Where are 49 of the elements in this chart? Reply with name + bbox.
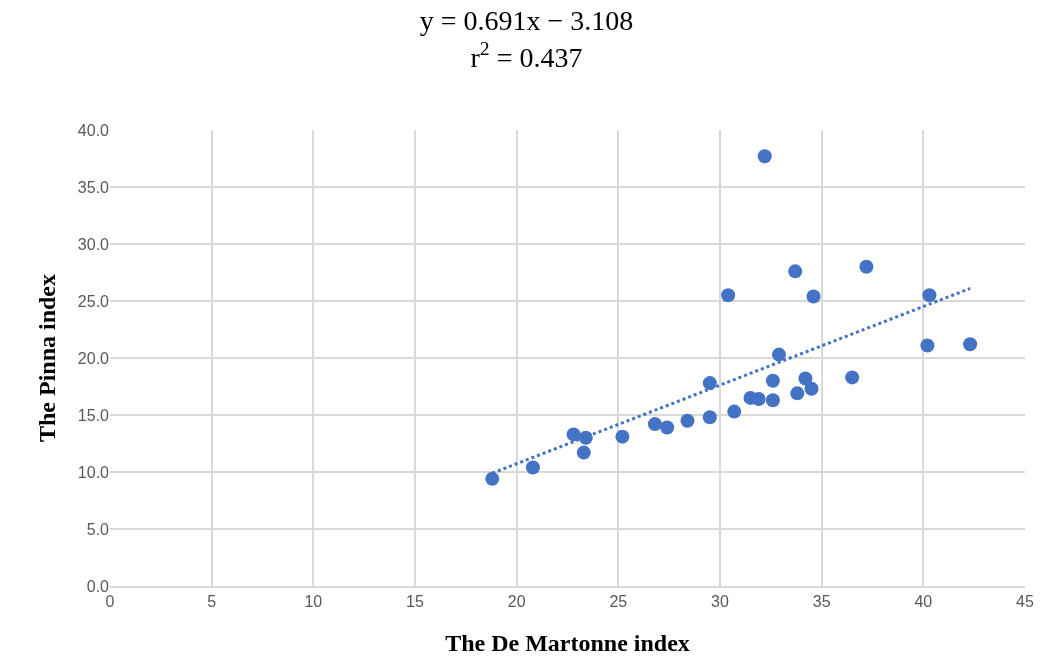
x-tick-label: 35	[812, 593, 831, 611]
x-tick-label: 45	[1016, 593, 1034, 611]
x-tick-label: 30	[711, 593, 729, 611]
point	[727, 404, 742, 419]
point	[525, 460, 540, 475]
point	[859, 259, 874, 274]
y-tick-label: 15.0	[77, 406, 110, 424]
point	[920, 338, 935, 353]
point	[790, 386, 805, 401]
point	[615, 429, 630, 444]
point	[721, 288, 736, 303]
x-tick-label: 5	[207, 593, 217, 611]
x-tick-label: 40	[914, 593, 933, 611]
point	[845, 370, 860, 385]
point	[788, 264, 803, 279]
chart-title: y = 0.691x − 3.108 r$^{2}$ = 0.437	[419, 5, 634, 73]
x-tick-label: 10	[304, 593, 323, 611]
point	[804, 381, 819, 396]
x-tick-label: 0	[105, 593, 115, 611]
x-tick-label: 15	[406, 593, 424, 611]
y-tick-label: 20.0	[77, 349, 110, 367]
y-tick-label: 40.0	[77, 121, 110, 139]
y-tick-label: 5.0	[86, 520, 110, 538]
point	[806, 289, 821, 304]
point	[702, 376, 717, 391]
point	[765, 373, 780, 388]
point	[765, 393, 780, 408]
y-tick-label: 30.0	[77, 235, 110, 253]
y-tick-label: 35.0	[77, 178, 110, 196]
point	[922, 288, 937, 303]
point	[798, 371, 813, 386]
y-axis-title: The Pinna index	[33, 273, 60, 443]
point	[751, 392, 766, 407]
point	[485, 471, 500, 486]
x-axis-title: The De Martonne index	[445, 630, 690, 656]
y-tick-label: 25.0	[77, 292, 110, 310]
x-tick-label: 20	[507, 593, 526, 611]
point	[702, 410, 717, 425]
y-tick-label: 0.0	[86, 577, 110, 595]
point	[566, 427, 581, 442]
point	[647, 417, 662, 432]
point	[771, 347, 786, 362]
point	[757, 149, 772, 164]
point	[680, 413, 695, 428]
point	[576, 445, 591, 460]
point	[660, 420, 675, 435]
point	[963, 337, 978, 352]
x-tick-label: 25	[609, 593, 628, 611]
y-tick-label: 10.0	[77, 463, 110, 481]
